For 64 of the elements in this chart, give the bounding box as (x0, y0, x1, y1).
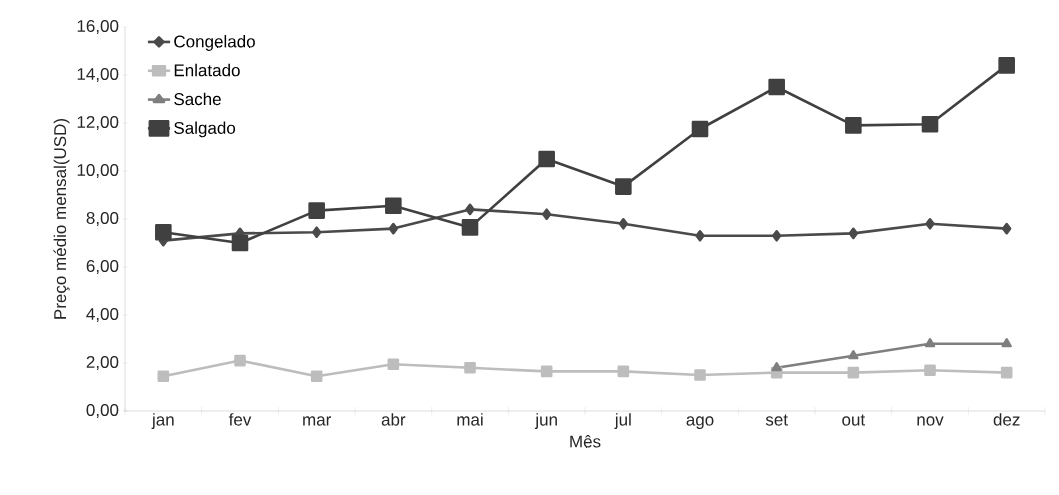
point (847, 366, 860, 379)
point (308, 202, 325, 219)
point (848, 227, 859, 240)
point (615, 178, 632, 195)
point (1001, 338, 1012, 348)
x-tick-label: set (765, 414, 788, 426)
point (921, 115, 939, 133)
point (312, 226, 322, 238)
point (388, 222, 399, 235)
x-tick-label: nov (917, 416, 944, 426)
point (771, 362, 782, 372)
point (848, 350, 859, 360)
y-tick-label: 2,00 (86, 355, 119, 371)
point (925, 218, 935, 230)
y-tick-label: 8,00 (86, 211, 119, 227)
point (1002, 222, 1012, 235)
x-tick-label: abr (381, 413, 406, 426)
x-tick-label: jan (151, 413, 174, 430)
y-tick-label: 14,00 (77, 67, 119, 83)
point (234, 354, 246, 367)
legend-label: Congelado (174, 35, 255, 51)
x-axis-title: Mês (570, 435, 601, 448)
point (461, 219, 479, 236)
point (691, 120, 709, 138)
point (845, 117, 862, 134)
y-tick-label: 10,00 (77, 163, 119, 179)
point (618, 218, 629, 230)
point (768, 78, 785, 96)
y-tick-label: 12,00 (77, 115, 119, 131)
point (387, 358, 400, 370)
x-tick-label: out (842, 414, 866, 426)
legend-label: Salgado (174, 121, 236, 138)
legend-label: Enlatado (174, 63, 240, 77)
x-tick-label: dez (993, 413, 1020, 426)
point (1000, 366, 1013, 379)
point (540, 365, 553, 378)
point (998, 57, 1015, 74)
point (231, 234, 249, 252)
point (464, 362, 476, 374)
point (157, 370, 170, 382)
x-tick-label: fev (228, 413, 252, 426)
y-tick-label: 6,00 (86, 259, 119, 275)
legend-label: Sache (174, 92, 221, 106)
x-tick-label: mar (303, 416, 332, 426)
x-tick-label: mai (457, 413, 483, 426)
x-tick-label: ago (686, 416, 714, 430)
point (695, 230, 705, 242)
point (538, 150, 555, 168)
point (385, 197, 402, 215)
point (924, 338, 936, 348)
y-axis-title: Preço médio mensal(USD) (53, 119, 70, 319)
y-tick-label: 16,00 (77, 19, 119, 35)
point (310, 370, 323, 382)
y-tick-label: 4,00 (86, 307, 119, 323)
x-tick-label: jun (534, 413, 557, 430)
point (465, 203, 475, 216)
y-tick-label: 0,00 (86, 403, 119, 419)
point (694, 369, 706, 381)
x-tick-label: jul (614, 413, 631, 430)
point (617, 365, 630, 378)
point (155, 223, 172, 241)
point (924, 364, 936, 376)
point (542, 208, 552, 220)
point (772, 230, 782, 242)
